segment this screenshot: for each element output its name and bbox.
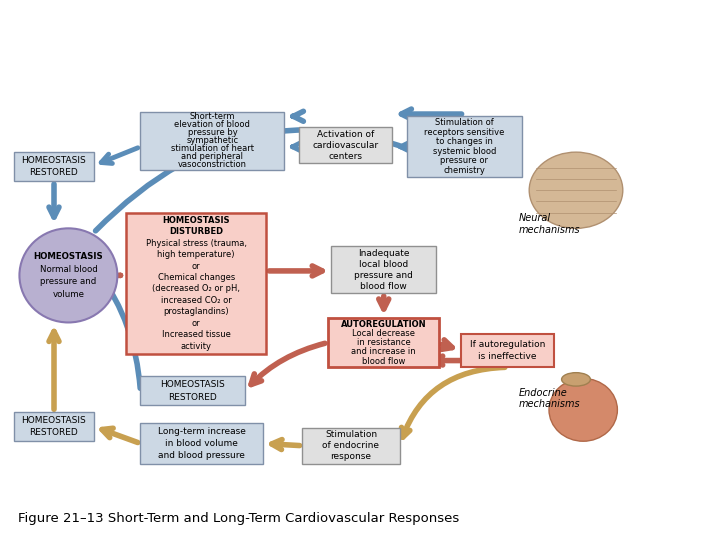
Text: Neural
mechanisms: Neural mechanisms xyxy=(518,213,580,235)
Text: DISTURBED: DISTURBED xyxy=(169,227,223,236)
Text: cardiovascular: cardiovascular xyxy=(312,141,379,150)
FancyBboxPatch shape xyxy=(461,334,554,367)
Text: to changes in: to changes in xyxy=(436,137,492,146)
Text: of endocrine: of endocrine xyxy=(323,441,379,450)
Text: Normal blood: Normal blood xyxy=(40,265,97,274)
Text: RESTORED: RESTORED xyxy=(30,428,78,437)
Text: in blood volume: in blood volume xyxy=(165,439,238,448)
Text: local blood: local blood xyxy=(359,260,408,269)
Text: centers: centers xyxy=(328,152,363,161)
FancyBboxPatch shape xyxy=(140,423,263,464)
Text: RESTORED: RESTORED xyxy=(168,393,217,402)
Text: Long-term increase: Long-term increase xyxy=(158,427,246,436)
Text: in resistance: in resistance xyxy=(356,338,410,347)
Text: increased CO₂ or: increased CO₂ or xyxy=(161,296,232,305)
Text: or: or xyxy=(192,319,200,328)
Text: HOMEOSTASIS: HOMEOSTASIS xyxy=(163,215,230,225)
Text: Endocrine
mechanisms: Endocrine mechanisms xyxy=(518,388,580,409)
FancyBboxPatch shape xyxy=(140,112,284,170)
Text: high temperature): high temperature) xyxy=(158,250,235,259)
Text: pressure and: pressure and xyxy=(354,271,413,280)
Text: pressure or: pressure or xyxy=(441,157,488,165)
Ellipse shape xyxy=(529,152,623,228)
Text: HOMEOSTASIS: HOMEOSTASIS xyxy=(22,416,86,425)
FancyBboxPatch shape xyxy=(407,116,522,177)
Text: systemic blood: systemic blood xyxy=(433,147,496,156)
Text: Inadequate: Inadequate xyxy=(358,249,409,258)
Ellipse shape xyxy=(19,228,117,322)
Text: Local decrease: Local decrease xyxy=(352,329,415,338)
Text: stimulation of heart: stimulation of heart xyxy=(171,144,254,153)
Text: Figure 21–13 Short-Term and Long-Term Cardiovascular Responses: Figure 21–13 Short-Term and Long-Term Ca… xyxy=(18,512,459,525)
FancyBboxPatch shape xyxy=(302,428,400,464)
Text: activity: activity xyxy=(181,342,212,351)
Text: chemistry: chemistry xyxy=(444,166,485,175)
Text: (decreased O₂ or pH,: (decreased O₂ or pH, xyxy=(152,285,240,293)
Text: and increase in: and increase in xyxy=(351,347,415,356)
Text: prostaglandins): prostaglandins) xyxy=(163,307,229,316)
Text: is ineffective: is ineffective xyxy=(478,352,537,361)
Text: HOMEOSTASIS: HOMEOSTASIS xyxy=(34,252,103,261)
Text: Physical stress (trauma,: Physical stress (trauma, xyxy=(145,239,247,247)
Text: Activation of: Activation of xyxy=(317,130,374,139)
Text: or: or xyxy=(192,261,200,271)
Text: and peripheral: and peripheral xyxy=(181,152,243,161)
Text: Increased tissue: Increased tissue xyxy=(162,330,230,340)
Text: Stimulation of: Stimulation of xyxy=(435,118,494,127)
Text: elevation of blood: elevation of blood xyxy=(174,120,251,130)
FancyBboxPatch shape xyxy=(140,376,245,406)
Text: vasoconstriction: vasoconstriction xyxy=(178,160,247,170)
FancyBboxPatch shape xyxy=(14,412,94,441)
FancyBboxPatch shape xyxy=(14,152,94,181)
FancyBboxPatch shape xyxy=(328,318,439,367)
Text: response: response xyxy=(330,452,372,461)
Ellipse shape xyxy=(562,373,590,386)
Text: AUTOREGULATION: AUTOREGULATION xyxy=(341,320,426,328)
Text: blood flow: blood flow xyxy=(361,357,405,366)
FancyBboxPatch shape xyxy=(126,213,266,354)
Text: blood flow: blood flow xyxy=(360,282,407,291)
Text: volume: volume xyxy=(53,290,84,299)
Text: HOMEOSTASIS: HOMEOSTASIS xyxy=(161,380,225,389)
Text: Stimulation: Stimulation xyxy=(325,430,377,440)
Text: pressure and: pressure and xyxy=(40,277,96,286)
Text: Short-term: Short-term xyxy=(189,112,235,122)
Text: If autoregulation: If autoregulation xyxy=(470,340,545,349)
Text: Regulation of Blood Pressure: Regulation of Blood Pressure xyxy=(120,16,600,44)
FancyBboxPatch shape xyxy=(331,246,436,293)
Text: Chemical changes: Chemical changes xyxy=(158,273,235,282)
Ellipse shape xyxy=(549,379,618,441)
Text: receptors sensitive: receptors sensitive xyxy=(424,127,505,137)
FancyBboxPatch shape xyxy=(299,127,392,163)
Text: RESTORED: RESTORED xyxy=(30,168,78,178)
Text: HOMEOSTASIS: HOMEOSTASIS xyxy=(22,156,86,165)
Text: sympathetic: sympathetic xyxy=(186,137,238,145)
Text: and blood pressure: and blood pressure xyxy=(158,451,245,460)
Text: pressure by: pressure by xyxy=(187,129,238,138)
